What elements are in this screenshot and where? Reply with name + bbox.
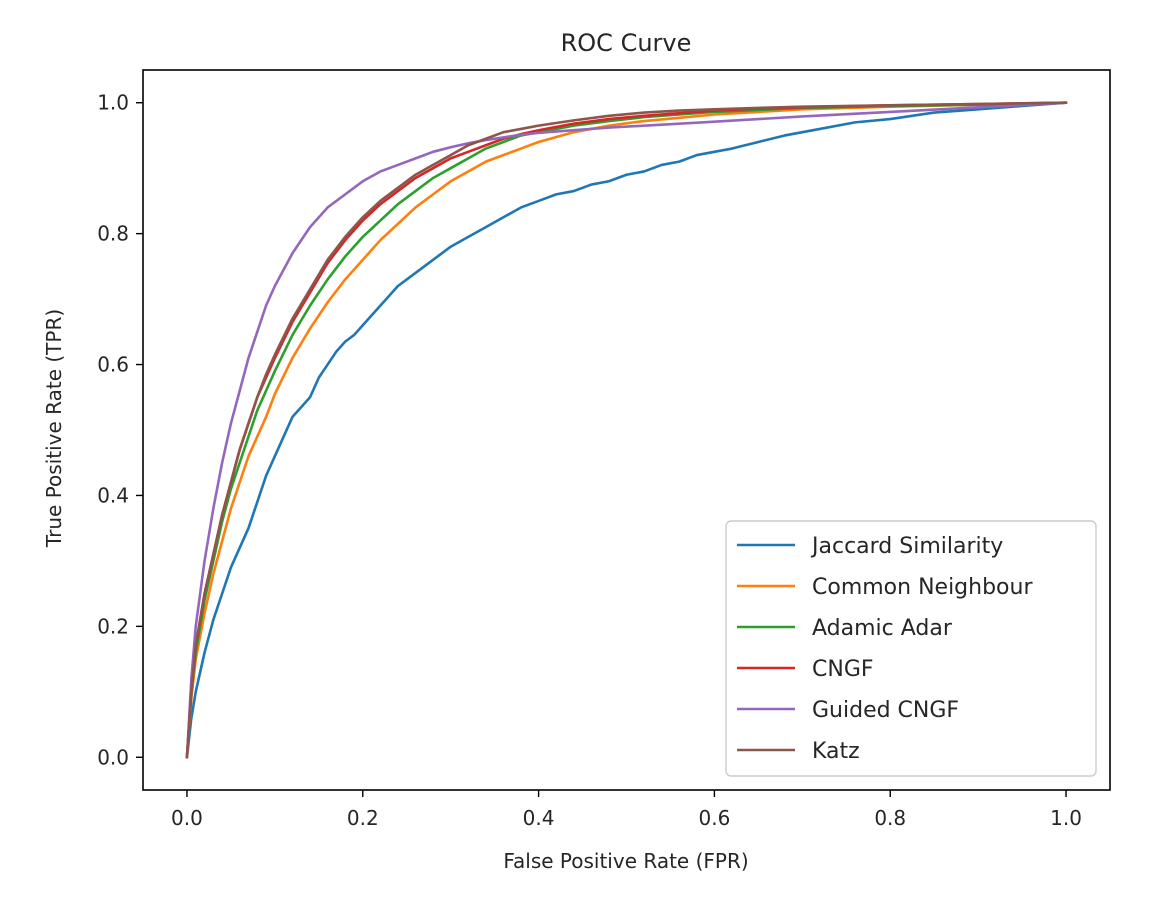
y-tick-label: 1.0 <box>97 91 129 115</box>
legend-label-guided-cngf: Guided CNGF <box>812 698 959 723</box>
series-layer <box>185 101 1068 759</box>
series-line-katz <box>185 101 1068 759</box>
y-tick-label: 0.2 <box>97 614 129 638</box>
legend-label-common-neighbour: Common Neighbour <box>812 575 1033 600</box>
series-line-guided-cngf <box>185 101 1068 759</box>
series-line-adamic-adar <box>185 101 1068 759</box>
chart-title: ROC Curve <box>561 29 692 57</box>
legend-label-jaccard-similarity: Jaccard Similarity <box>810 534 1003 559</box>
legend-label-katz: Katz <box>812 739 860 764</box>
x-tick-label: 0.0 <box>171 806 203 830</box>
x-tick-label: 1.0 <box>1050 806 1082 830</box>
legend-label-cngf: CNGF <box>812 657 874 682</box>
y-tick-label: 0.8 <box>97 222 129 246</box>
y-axis: 0.0 0.2 0.4 0.6 0.8 1.0 <box>97 91 143 769</box>
legend: Jaccard Similarity Common Neighbour Adamic… <box>725 520 1097 777</box>
x-tick-label: 0.4 <box>523 806 555 830</box>
series-line-jaccard-similarity <box>185 101 1068 759</box>
x-tick-label: 0.8 <box>874 806 906 830</box>
x-tick-label: 0.2 <box>347 806 379 830</box>
x-axis: 0.0 0.2 0.4 0.6 0.8 1.0 <box>171 790 1082 830</box>
y-tick-label: 0.4 <box>97 483 129 507</box>
y-tick-label: 0.0 <box>97 745 129 769</box>
x-axis-title: False Positive Rate (FPR) <box>503 849 748 873</box>
legend-label-adamic-adar: Adamic Adar <box>812 616 953 641</box>
y-axis-title: True Positive Rate (TPR) <box>42 309 66 548</box>
y-tick-label: 0.6 <box>97 353 129 377</box>
legend-box <box>725 520 1097 777</box>
series-line-common-neighbour <box>185 101 1068 759</box>
x-tick-label: 0.6 <box>699 806 731 830</box>
